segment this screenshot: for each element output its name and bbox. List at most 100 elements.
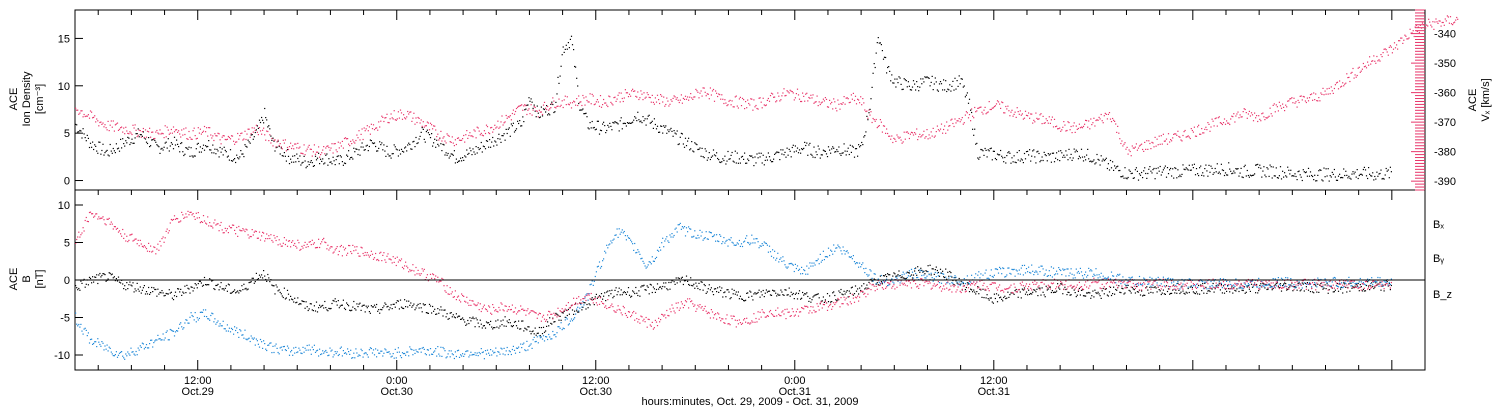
vx-point <box>1130 155 1132 157</box>
ion-density-point <box>130 142 132 144</box>
vx-point <box>804 100 806 102</box>
by-point <box>421 347 423 349</box>
vx-point <box>993 106 995 108</box>
by-point <box>335 352 337 355</box>
vx-point <box>1370 63 1372 65</box>
ion-density-point <box>938 83 941 85</box>
vx-point <box>129 131 131 133</box>
by-point <box>1235 278 1237 280</box>
by-point <box>558 326 560 328</box>
ion-density-point <box>265 117 267 119</box>
bx-point <box>1052 291 1055 294</box>
ion-density-point <box>154 139 156 142</box>
ion-density-point <box>531 101 533 103</box>
by-point <box>839 247 841 249</box>
bx-point <box>1298 282 1300 284</box>
vx-point <box>740 105 743 107</box>
bx-point <box>621 294 623 296</box>
bx-point <box>181 294 183 296</box>
by-point <box>960 283 962 285</box>
ion-density-point <box>842 152 844 154</box>
ion-density-point <box>957 85 959 87</box>
bx-point <box>439 309 441 311</box>
bx-point <box>688 283 690 286</box>
by-point <box>1189 278 1191 280</box>
ion-density-point <box>977 157 979 159</box>
vx-point <box>560 104 562 106</box>
vx-point <box>904 138 906 140</box>
ion-density-point <box>108 155 110 157</box>
ion-density-point <box>308 164 310 166</box>
vx-point <box>284 139 286 141</box>
ion-density-point <box>325 154 327 156</box>
vx-point <box>773 96 775 98</box>
vx-point <box>1077 127 1079 130</box>
vx-point <box>264 134 266 136</box>
by-point <box>776 257 778 259</box>
ion-density-point <box>1205 164 1207 166</box>
by-point <box>1048 270 1050 272</box>
by-point <box>470 351 472 353</box>
by-point <box>897 280 899 282</box>
vx-point <box>1141 143 1143 145</box>
by-point <box>1171 282 1173 284</box>
bx-point <box>1066 294 1068 296</box>
by-point <box>1109 278 1112 280</box>
ion-density-point <box>1116 166 1118 168</box>
by-point <box>352 357 354 359</box>
ion-density-point <box>530 98 532 100</box>
ion-density-point <box>275 147 277 149</box>
ion-density-point <box>1223 174 1226 177</box>
by-point <box>599 267 602 269</box>
vx-point <box>1304 100 1306 102</box>
bx-point <box>498 327 500 329</box>
bx-point <box>716 291 718 293</box>
bx-point <box>968 291 971 293</box>
vx-point <box>158 133 160 135</box>
bx-point <box>636 292 638 294</box>
by-point <box>737 243 739 245</box>
bx-point <box>511 326 513 328</box>
ion-density-point <box>700 155 702 157</box>
ion-density-point <box>92 141 94 143</box>
vx-point <box>582 94 584 97</box>
bx-point <box>877 284 879 286</box>
vx-point <box>94 115 96 117</box>
bx-point <box>1041 287 1043 289</box>
by-point <box>659 246 661 248</box>
vx-point <box>887 132 889 135</box>
by-point <box>288 354 291 356</box>
vx-point <box>974 106 976 109</box>
ion-density-point <box>194 155 196 157</box>
bx-point <box>1115 288 1117 291</box>
vx-point <box>303 144 305 146</box>
by-point <box>531 347 533 349</box>
vx-point <box>583 97 585 99</box>
vx-point <box>678 101 680 104</box>
by-point <box>1216 284 1218 286</box>
by-point <box>552 330 554 333</box>
ion-density-point <box>788 148 790 150</box>
by-point <box>143 348 145 350</box>
vx-point <box>1019 110 1021 112</box>
bx-point <box>441 309 443 311</box>
by-point <box>207 318 209 320</box>
by-point <box>144 346 147 348</box>
vx-point <box>407 110 409 113</box>
ion-density-point <box>1159 165 1161 168</box>
vx-point <box>457 137 460 139</box>
bx-point <box>154 288 156 291</box>
bx-point <box>1109 286 1112 288</box>
vx-point <box>906 131 908 133</box>
bx-point <box>627 287 630 289</box>
by-point <box>462 353 464 355</box>
ion-density-point <box>1165 176 1168 178</box>
vx-point <box>170 128 172 131</box>
vx-point <box>596 99 598 101</box>
by-point <box>664 240 666 242</box>
ion-density-point <box>357 153 359 156</box>
ion-density-point <box>259 121 262 124</box>
bx-point <box>1292 290 1294 292</box>
vx-point <box>1156 138 1158 140</box>
vx-point <box>427 122 429 124</box>
